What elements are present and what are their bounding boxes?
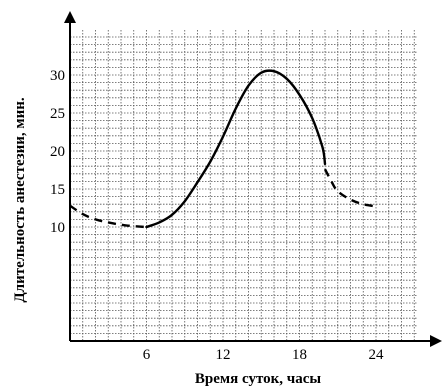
x-tick-label: 6 <box>143 347 151 363</box>
x-axis-arrow-icon <box>430 335 442 347</box>
series-line-dashed-1 <box>69 204 147 229</box>
x-tick-label: 24 <box>369 347 385 363</box>
series <box>69 69 377 229</box>
y-tick-label: 30 <box>50 68 65 84</box>
tick-labels: 6 12 18 24 10 15 20 25 30 <box>50 68 384 363</box>
y-tick-label: 10 <box>50 220 65 236</box>
series-line-dashed-3 <box>323 168 377 208</box>
x-axis-label: Время суток, часы <box>195 371 321 387</box>
x-tick-label: 18 <box>292 347 307 363</box>
y-axis-label: Длительность анестезии, мин. <box>12 97 28 303</box>
y-tick-label: 25 <box>50 106 65 122</box>
grid <box>70 30 418 341</box>
axes <box>64 11 442 347</box>
x-tick-label: 12 <box>216 347 231 363</box>
y-tick-label: 15 <box>50 182 65 198</box>
y-axis-arrow-icon <box>64 11 76 23</box>
y-tick-label: 20 <box>50 144 65 160</box>
series-line-solid-2 <box>145 69 327 229</box>
